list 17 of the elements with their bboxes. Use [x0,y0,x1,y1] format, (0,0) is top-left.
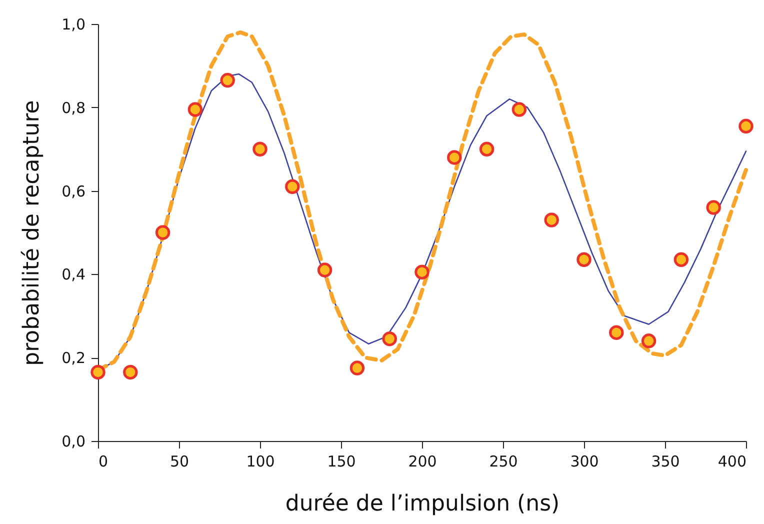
y-tick-label: 1,0 [62,16,86,34]
y-tick-label: 0,0 [62,432,86,450]
x-tick-label: 150 [327,452,356,470]
x-axis-title: durée de l’impulsion (ns) [285,492,560,516]
y-tick-label: 0,8 [62,98,86,117]
y-axis-title: probabilité de recapture [20,100,45,366]
x-tick-label: 250 [489,452,518,470]
y-tick-label: 0,2 [62,349,86,368]
x-tick-label: 200 [408,452,437,470]
x-tick-label: 400 [718,452,746,470]
x-tick-label: 50 [170,452,190,470]
y-tick-label: 0,6 [62,182,86,200]
y-tick-label: 0,4 [62,266,86,284]
x-tick-label: 0 [98,452,108,470]
x-tick-label: 350 [651,452,680,470]
x-tick-label: 100 [246,452,275,470]
x-tick-label: 300 [570,452,599,470]
